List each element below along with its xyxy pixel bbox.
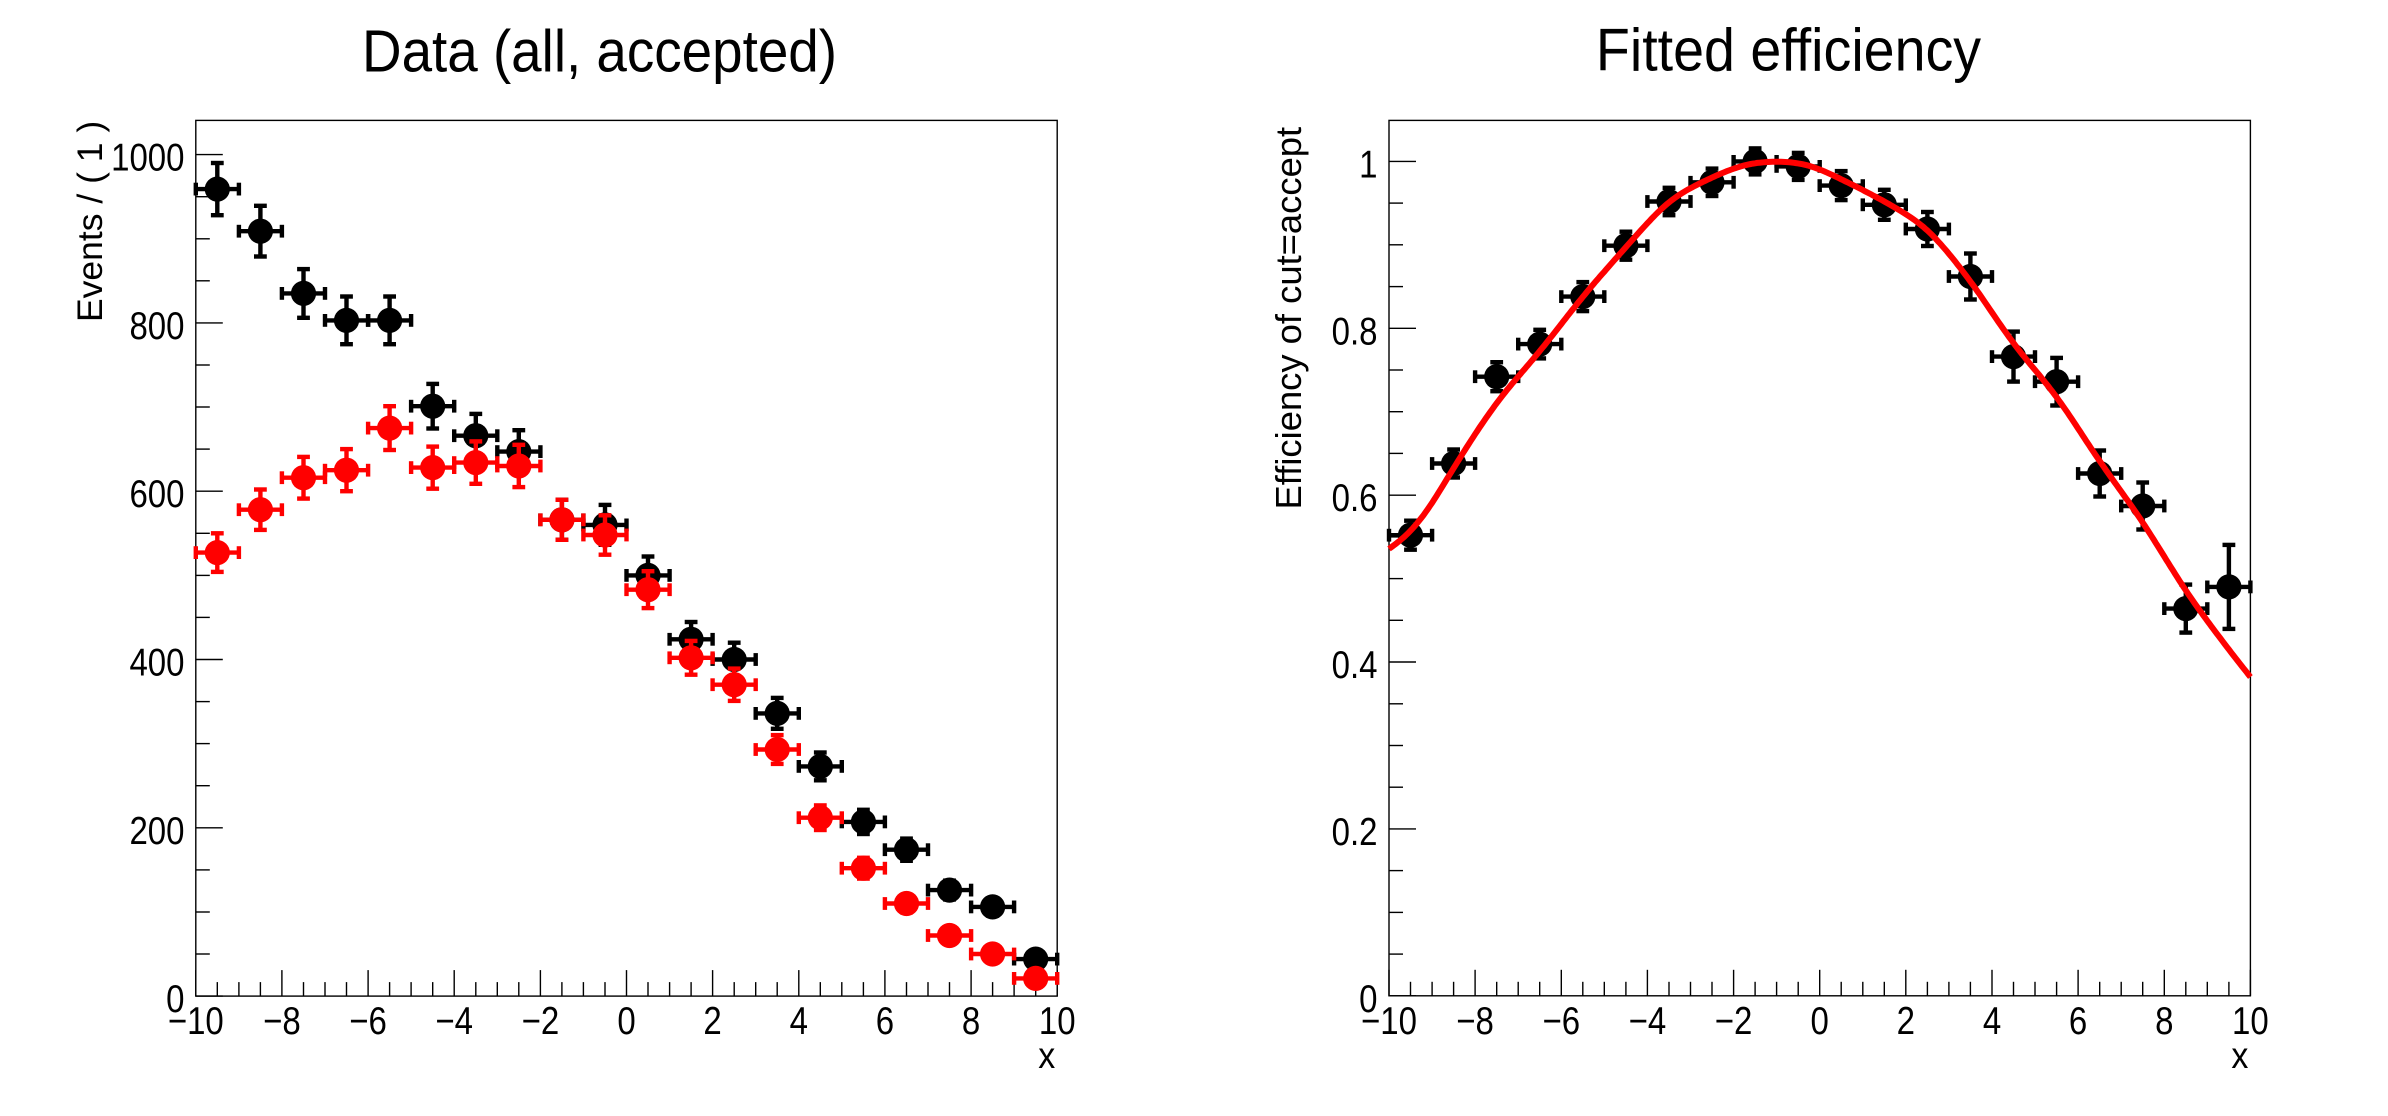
svg-text:−8: −8 [1456,999,1494,1043]
svg-text:2: 2 [1897,999,1915,1043]
svg-text:0: 0 [166,977,184,1021]
svg-text:0: 0 [1359,976,1377,1020]
svg-text:8: 8 [962,999,980,1043]
svg-text:4: 4 [1983,999,2001,1043]
svg-text:Fitted efficiency: Fitted efficiency [1596,16,1981,84]
svg-text:6: 6 [876,999,894,1043]
svg-text:−4: −4 [1629,999,1667,1043]
svg-text:−10: −10 [168,999,224,1043]
svg-text:0: 0 [1811,999,1829,1043]
svg-text:200: 200 [129,808,184,852]
svg-text:−10: −10 [1361,999,1417,1043]
svg-text:0.6: 0.6 [1332,476,1378,520]
svg-text:600: 600 [129,472,184,516]
svg-text:10: 10 [1039,999,1076,1043]
svg-text:4: 4 [790,999,808,1043]
svg-text:10: 10 [2232,999,2269,1043]
svg-text:−2: −2 [522,999,560,1043]
svg-text:0: 0 [617,999,635,1043]
svg-text:x: x [2231,1035,2248,1077]
svg-text:0.4: 0.4 [1332,643,1378,687]
svg-text:6: 6 [2069,999,2087,1043]
svg-text:0.8: 0.8 [1332,309,1378,353]
svg-text:Data (all, accepted): Data (all, accepted) [362,18,837,85]
svg-text:x: x [1038,1035,1055,1077]
svg-text:−6: −6 [1542,999,1580,1043]
svg-text:Events / ( 1 ): Events / ( 1 ) [70,121,110,322]
svg-text:400: 400 [129,640,184,684]
svg-text:−2: −2 [1715,999,1753,1043]
svg-text:800: 800 [129,303,184,347]
svg-text:Efficiency of cut=accept: Efficiency of cut=accept [1268,127,1309,510]
svg-text:1000: 1000 [111,135,184,179]
svg-text:1: 1 [1359,142,1377,186]
svg-text:−8: −8 [263,999,301,1043]
svg-text:−4: −4 [435,999,473,1043]
svg-text:8: 8 [2155,999,2173,1043]
svg-text:−6: −6 [349,999,387,1043]
svg-text:2: 2 [703,999,721,1043]
svg-text:0.2: 0.2 [1332,809,1378,853]
